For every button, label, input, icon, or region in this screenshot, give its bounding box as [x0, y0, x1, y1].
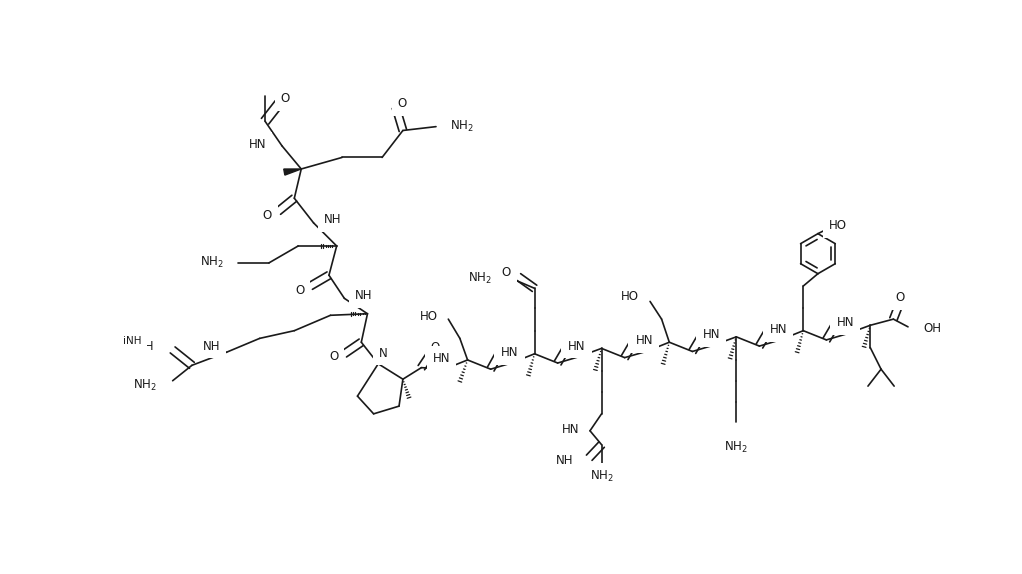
Text: O: O — [398, 97, 407, 110]
Polygon shape — [284, 169, 301, 175]
Text: NH$_2$: NH$_2$ — [134, 378, 157, 393]
Text: HO: HO — [829, 219, 846, 232]
Text: NH$_2$: NH$_2$ — [200, 255, 224, 270]
Text: NH: NH — [137, 340, 154, 354]
Text: HN: HN — [562, 422, 579, 436]
Text: O: O — [895, 291, 904, 304]
Text: HN: HN — [568, 340, 586, 352]
Text: HN: HN — [703, 328, 721, 341]
Text: O: O — [295, 284, 305, 297]
Text: O: O — [263, 210, 272, 223]
Text: O: O — [430, 341, 439, 354]
Text: NH$_2$: NH$_2$ — [450, 119, 473, 134]
Text: O: O — [634, 332, 643, 345]
Text: NH: NH — [356, 289, 373, 302]
Text: N: N — [378, 347, 387, 359]
Text: NH$_2$: NH$_2$ — [590, 468, 613, 484]
Text: HN: HN — [636, 334, 653, 347]
Text: HN: HN — [432, 352, 450, 365]
Text: iNH: iNH — [124, 336, 142, 346]
Text: O: O — [502, 266, 511, 280]
Text: NH: NH — [556, 454, 573, 467]
Text: O: O — [836, 314, 845, 327]
Text: O: O — [329, 350, 338, 363]
Text: O: O — [702, 325, 711, 339]
Text: HN: HN — [249, 138, 267, 151]
Text: HN: HN — [837, 316, 854, 329]
Text: O: O — [769, 320, 778, 333]
Text: O: O — [280, 92, 289, 106]
Text: HN: HN — [501, 346, 519, 359]
Text: NH: NH — [324, 214, 341, 226]
Text: OH: OH — [924, 322, 941, 335]
Text: NH: NH — [203, 340, 221, 352]
Text: O: O — [500, 343, 509, 356]
Text: HN: HN — [770, 323, 787, 336]
Text: HO: HO — [420, 309, 437, 323]
Text: NH$_2$: NH$_2$ — [468, 271, 493, 286]
Text: NH$_2$: NH$_2$ — [725, 440, 748, 455]
Text: O: O — [567, 338, 576, 350]
Text: HO: HO — [621, 290, 640, 303]
